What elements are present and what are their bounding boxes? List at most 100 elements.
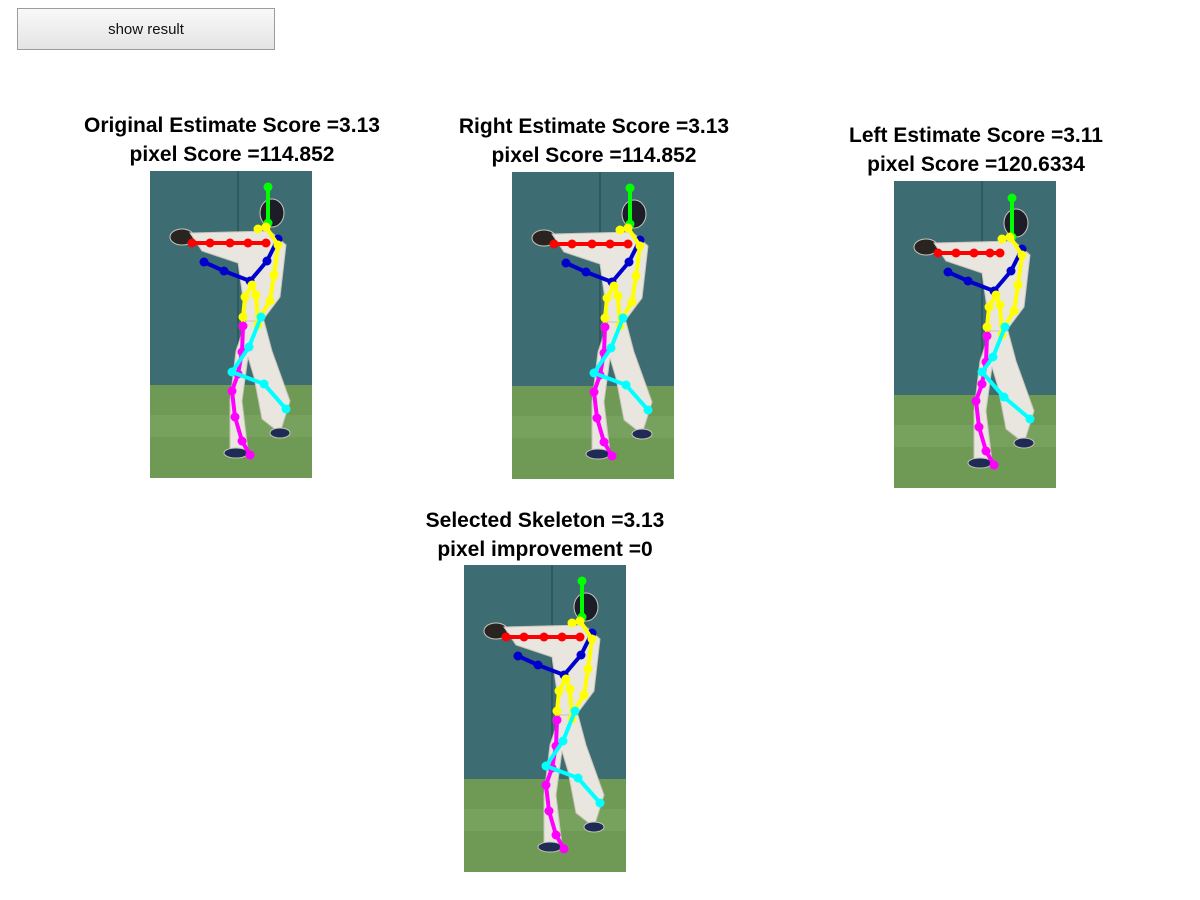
skeleton-right-arm-joint bbox=[985, 248, 995, 258]
skeleton-head-joint bbox=[625, 183, 635, 193]
skeleton-right-arm-joint bbox=[933, 248, 943, 258]
skeleton-left-leg-joint bbox=[999, 392, 1009, 402]
skeleton-torso-joint bbox=[253, 224, 263, 234]
skeleton-right-leg-joint bbox=[592, 413, 602, 423]
skeleton-right-leg-joint bbox=[600, 322, 610, 332]
player-shoe-left bbox=[585, 448, 611, 460]
selected-skeleton-image bbox=[464, 565, 626, 872]
skeleton-right-arm-joint bbox=[575, 632, 585, 642]
skeleton-left-leg-joint bbox=[256, 312, 266, 322]
skeleton-left-leg-joint bbox=[1025, 414, 1035, 424]
right-estimate-image bbox=[512, 172, 674, 479]
skeleton-torso-joint bbox=[602, 293, 612, 303]
skeleton-right-leg-joint bbox=[245, 450, 255, 460]
skeleton-right-leg-joint bbox=[238, 321, 248, 331]
skeleton-right-leg-joint bbox=[982, 331, 992, 341]
skeleton-torso-joint bbox=[575, 616, 585, 626]
skeleton-right-arm-joint bbox=[605, 239, 615, 249]
skeleton-right-leg-joint bbox=[607, 451, 617, 461]
skeleton-right-leg-joint bbox=[989, 460, 999, 470]
player-shoe-right bbox=[631, 428, 653, 440]
player-silhouette bbox=[169, 198, 291, 459]
pose-photo bbox=[894, 181, 1056, 488]
skeleton-left-leg-joint bbox=[244, 342, 254, 352]
skeleton-left-arm-joint bbox=[581, 267, 591, 277]
skeleton-right-leg-joint bbox=[977, 379, 987, 389]
right-pixel-score: pixel Score =114.852 bbox=[491, 144, 697, 167]
skeleton-torso-joint bbox=[1013, 280, 1023, 290]
skeleton-torso-joint bbox=[273, 240, 283, 250]
skeleton-right-arm-joint bbox=[951, 248, 961, 258]
right-estimate-score: Right Estimate Score =3.13 bbox=[458, 115, 730, 138]
skeleton-left-leg-joint bbox=[606, 343, 616, 353]
skeleton-right-leg-joint bbox=[551, 830, 561, 840]
skeleton-torso-joint bbox=[552, 706, 562, 716]
skeleton-left-leg-joint bbox=[589, 368, 599, 378]
skeleton-right-arm-joint bbox=[225, 238, 235, 248]
skeleton-right-leg-joint bbox=[227, 386, 237, 396]
left-estimate-title: Left Estimate Score =3.11 pixel Score =1… bbox=[796, 121, 1156, 179]
original-estimate-score: Original Estimate Score =3.13 bbox=[84, 114, 380, 137]
skeleton-right-arm-joint bbox=[587, 239, 597, 249]
skeleton-left-leg-joint bbox=[259, 379, 269, 389]
skeleton-left-arm-joint bbox=[199, 257, 209, 267]
player-cap bbox=[1003, 208, 1029, 238]
right-estimate-title: Right Estimate Score =3.13 pixel Score =… bbox=[414, 112, 774, 170]
skeleton-left-arm-joint bbox=[513, 651, 523, 661]
skeleton-torso-joint bbox=[247, 280, 257, 290]
skeleton-left-arm-joint bbox=[561, 258, 571, 268]
skeleton-right-leg-joint bbox=[599, 437, 609, 447]
player-shoe-right bbox=[269, 427, 291, 439]
skeleton-torso-joint bbox=[579, 690, 589, 700]
pixel-improvement: pixel improvement =0 bbox=[437, 538, 653, 561]
skeleton-torso-joint bbox=[1005, 232, 1015, 242]
skeleton-torso-joint bbox=[613, 291, 623, 301]
skeleton-left-leg-joint bbox=[573, 773, 583, 783]
skeleton-head-joint bbox=[263, 182, 273, 192]
skeleton-right-leg-joint bbox=[589, 387, 599, 397]
skeleton-torso-joint bbox=[265, 296, 275, 306]
skeleton-left-leg-joint bbox=[281, 404, 291, 414]
player-shoe-right bbox=[583, 821, 605, 833]
skeleton-torso-joint bbox=[1009, 306, 1019, 316]
skeleton-head-joint bbox=[1007, 193, 1017, 203]
skeleton-left-leg-joint bbox=[977, 367, 987, 377]
skeleton-right-arm-joint bbox=[205, 238, 215, 248]
skeleton-right-leg-joint bbox=[544, 806, 554, 816]
skeleton-torso-joint bbox=[615, 225, 625, 235]
skeleton-right-arm-joint bbox=[623, 239, 633, 249]
show-result-button[interactable]: show result bbox=[17, 8, 275, 50]
skeleton-right-arm-joint bbox=[261, 238, 271, 248]
skeleton-torso-joint bbox=[600, 313, 610, 323]
skeleton-right-arm-joint bbox=[567, 239, 577, 249]
original-estimate-image bbox=[150, 171, 312, 478]
skeleton-torso-joint bbox=[583, 664, 593, 674]
skeleton-torso-joint bbox=[609, 281, 619, 291]
skeleton-torso-joint bbox=[991, 290, 1001, 300]
skeleton-right-arm-joint bbox=[187, 238, 197, 248]
skeleton-right-leg-joint bbox=[974, 422, 984, 432]
pose-photo bbox=[150, 171, 312, 478]
skeleton-right-arm-joint bbox=[519, 632, 529, 642]
skeleton-right-leg-joint bbox=[541, 780, 551, 790]
skeleton-left-arm-joint bbox=[943, 267, 953, 277]
player-shoe-right bbox=[1013, 437, 1035, 449]
skeleton-right-leg-joint bbox=[230, 412, 240, 422]
left-pixel-score: pixel Score =120.6334 bbox=[867, 153, 1085, 176]
skeleton-torso-joint bbox=[995, 300, 1005, 310]
skeleton-right-arm-joint bbox=[539, 632, 549, 642]
skeleton-left-arm-joint bbox=[963, 276, 973, 286]
skeleton-torso-joint bbox=[240, 292, 250, 302]
skeleton-left-arm-joint bbox=[1006, 266, 1016, 276]
skeleton-left-arm-joint bbox=[262, 256, 272, 266]
player-shoe-left bbox=[223, 447, 249, 459]
skeleton-right-arm-joint bbox=[969, 248, 979, 258]
skeleton-torso-joint bbox=[623, 223, 633, 233]
skeleton-left-leg-joint bbox=[595, 798, 605, 808]
left-estimate-score: Left Estimate Score =3.11 bbox=[849, 124, 1103, 147]
skeleton-torso-joint bbox=[269, 270, 279, 280]
skeleton-left-leg-joint bbox=[988, 352, 998, 362]
skeleton-torso-joint bbox=[635, 241, 645, 251]
skeleton-left-leg-joint bbox=[621, 380, 631, 390]
skeleton-left-leg-joint bbox=[570, 706, 580, 716]
